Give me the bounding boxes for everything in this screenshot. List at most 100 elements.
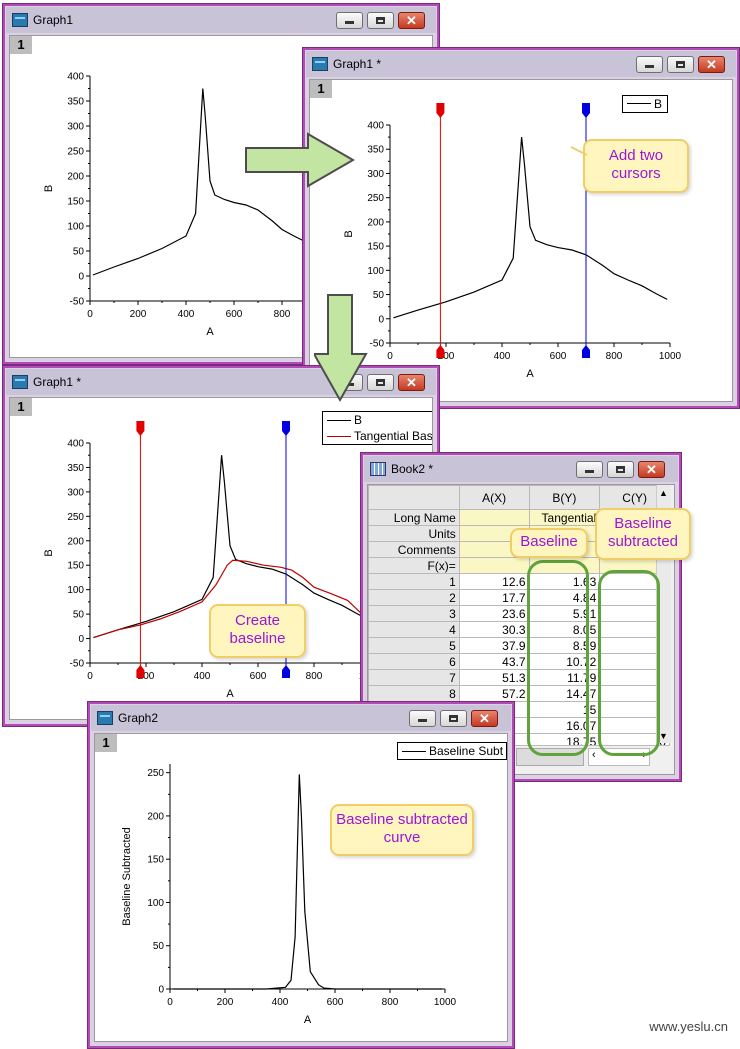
minimize-button[interactable] — [636, 56, 663, 73]
layer-indicator[interactable]: 1 — [10, 398, 32, 416]
table-row[interactable]: 751.311.790 — [368, 669, 670, 686]
legend-line-baseline — [327, 436, 351, 437]
row-number-cell[interactable]: 8 — [368, 685, 460, 702]
y-tick-label: 350 — [367, 145, 384, 156]
series-line-0 — [173, 774, 443, 990]
close-button[interactable]: ✕ — [398, 374, 425, 391]
scroll-up-arrow[interactable]: ▲ — [659, 488, 668, 498]
table-cell[interactable]: 23.6 — [458, 605, 530, 622]
table-cell[interactable]: 0 — [599, 669, 670, 686]
worksheet-icon — [370, 462, 386, 476]
graph-page[interactable]: 1 0 50 100 150 200 250 0 200 400 600 800 1000 A Basel… — [94, 733, 508, 1042]
cell-long-name-b[interactable]: Tangential — [528, 509, 601, 526]
table-cell[interactable]: 12.6 — [458, 573, 530, 590]
graph-window-icon — [97, 711, 113, 725]
row-number-cell[interactable]: 5 — [368, 637, 460, 654]
table-cell[interactable]: 57.2 — [458, 685, 530, 702]
graph2-window[interactable]: Graph2 ✕ 1 0 50 100 150 200 250 0 200 400 600 800 1… — [87, 701, 515, 1049]
y-tick-label: 400 — [67, 439, 84, 450]
table-cell[interactable]: 0 — [599, 605, 670, 622]
row-label-units[interactable]: Units — [368, 525, 460, 542]
table-cell[interactable]: 30.3 — [458, 621, 530, 638]
table-cell[interactable]: 0 — [599, 653, 670, 670]
table-row[interactable]: 643.710.720 — [368, 653, 670, 670]
close-button[interactable]: ✕ — [698, 56, 725, 73]
x-tick-label: 200 — [138, 671, 155, 682]
y-axis-label: B — [43, 549, 55, 556]
cursor-handle-top-tip — [436, 113, 445, 118]
cursor-handle-top — [436, 103, 445, 113]
y-tick-label: 200 — [67, 536, 84, 547]
cursor-handle-bottom-tip — [282, 665, 290, 670]
callout-baseline-column: Baseline — [510, 528, 588, 558]
table-cell[interactable]: 8.05 — [528, 621, 601, 638]
scroll-down-arrow[interactable]: ▼ — [659, 731, 668, 741]
close-button[interactable]: ✕ — [471, 710, 498, 727]
table-cell[interactable]: 10.72 — [528, 653, 601, 670]
restore-button[interactable] — [367, 12, 394, 29]
plot-graph2: 0 50 100 150 200 250 0 200 400 600 800 1000 A Baselin… — [121, 764, 457, 1026]
x-tick-label: 400 — [494, 351, 511, 362]
restore-button[interactable] — [440, 710, 467, 727]
minimize-button[interactable] — [576, 461, 603, 478]
corner-cell[interactable] — [368, 485, 460, 510]
restore-button[interactable] — [607, 461, 634, 478]
row-number-cell[interactable]: 1 — [368, 573, 460, 590]
title-bar[interactable]: Book2 * ✕ — [364, 456, 678, 482]
column-header-a[interactable]: A(X) — [458, 485, 530, 510]
row-label-comments[interactable]: Comments — [368, 541, 460, 558]
callout-text: Baseline subtracted curve — [336, 811, 468, 846]
table-cell[interactable]: 37.9 — [458, 637, 530, 654]
graph-page[interactable]: 1 -50 0 50 100 150 200 250 300 350 400 0 200 400 600 8… — [309, 79, 733, 402]
minimize-button[interactable] — [336, 12, 363, 29]
table-row[interactable]: 323.65.910 — [368, 605, 670, 622]
layer-indicator[interactable]: 1 — [310, 80, 332, 98]
layer-indicator[interactable]: 1 — [10, 36, 32, 54]
x-axis-label: A — [526, 368, 534, 380]
cell[interactable] — [458, 557, 530, 574]
graph1-cursor-window[interactable]: Graph1 * ✕ 1 -50 0 50 100 150 200 250 300 350 400… — [302, 47, 740, 409]
row-number-cell[interactable]: 7 — [368, 669, 460, 686]
cursor-handle-top — [282, 421, 290, 431]
close-button[interactable]: ✕ — [398, 12, 425, 29]
table-row[interactable]: 430.38.050 — [368, 621, 670, 638]
y-axis-label: B — [43, 185, 55, 192]
table-row[interactable]: 217.74.840 — [368, 589, 670, 606]
table-cell[interactable]: 0 — [599, 589, 670, 606]
restore-button[interactable] — [367, 374, 394, 391]
layer-indicator[interactable]: 1 — [95, 734, 117, 752]
row-label-formula[interactable]: F(x)= — [368, 557, 460, 574]
column-header-b[interactable]: B(Y) — [528, 485, 601, 510]
restore-button[interactable] — [667, 56, 694, 73]
row-number-cell[interactable]: 3 — [368, 605, 460, 622]
table-row[interactable]: 537.98.590 — [368, 637, 670, 654]
x-tick-label: 600 — [250, 671, 267, 682]
title-bar[interactable]: Graph1 ✕ — [6, 7, 436, 33]
y-tick-label: 300 — [67, 122, 84, 133]
row-number-cell[interactable]: 6 — [368, 653, 460, 670]
cursor-handle-top-tip — [282, 431, 290, 436]
row-number-cell[interactable]: 4 — [368, 621, 460, 638]
close-button[interactable]: ✕ — [638, 461, 665, 478]
title-bar[interactable]: Graph2 ✕ — [91, 705, 511, 731]
cursor-handle-top-tip — [136, 431, 145, 436]
scroll-left-arrow[interactable]: ‹ — [592, 749, 596, 761]
title-bar[interactable]: Graph1 * ✕ — [306, 51, 736, 77]
legend-line — [627, 103, 651, 104]
table-cell[interactable]: 51.3 — [458, 669, 530, 686]
y-tick-label: 400 — [67, 72, 84, 83]
minimize-button[interactable] — [409, 710, 436, 727]
cell[interactable] — [458, 509, 530, 526]
legend[interactable]: B Tangential Bas — [322, 411, 432, 445]
table-cell[interactable]: 0 — [599, 701, 670, 718]
legend[interactable]: B — [622, 95, 668, 113]
row-number-cell[interactable]: 2 — [368, 589, 460, 606]
title-bar[interactable]: Graph1 * ✕ — [6, 369, 436, 395]
legend-label-b: B — [354, 413, 363, 427]
cursor-handle-top-tip — [582, 113, 590, 118]
table-cell[interactable]: 17.7 — [458, 589, 530, 606]
row-label-long-name[interactable]: Long Name — [368, 509, 460, 526]
legend[interactable]: Baseline Subt — [397, 742, 507, 760]
table-cell[interactable]: 43.7 — [458, 653, 530, 670]
